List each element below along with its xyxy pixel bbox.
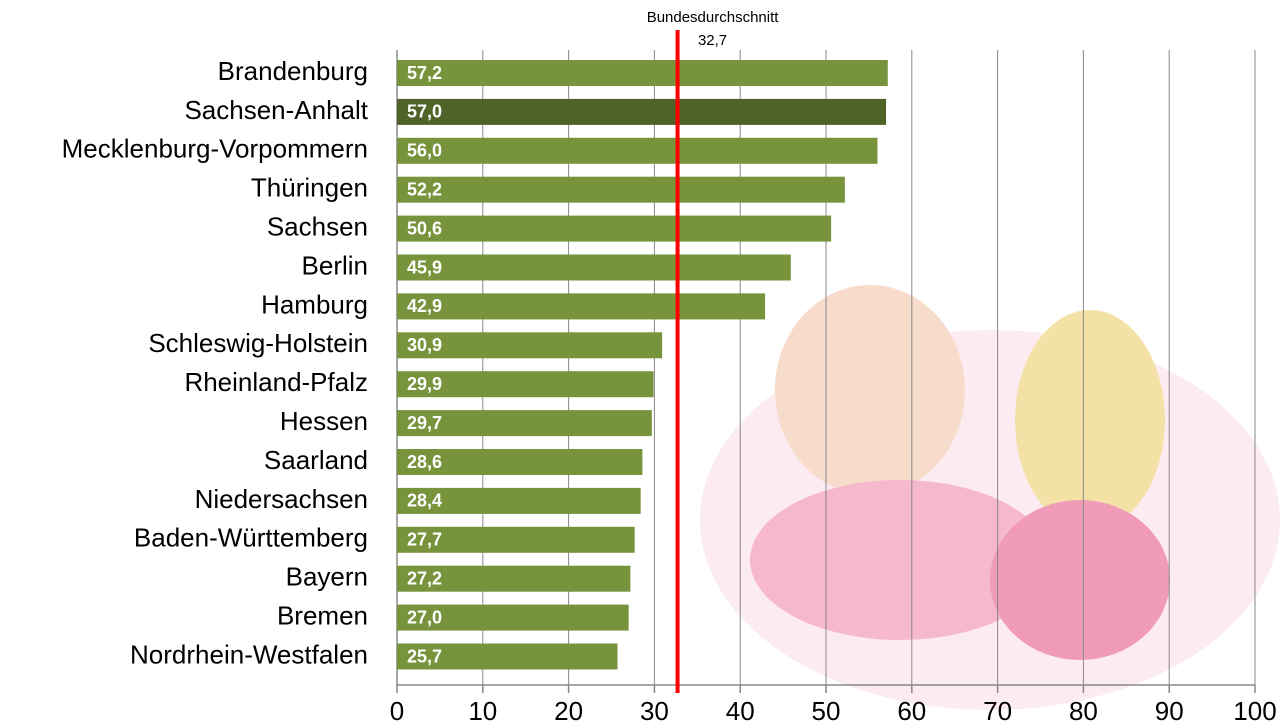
y-tick-label: Baden-Württemberg bbox=[134, 523, 368, 553]
value-label: 42,9 bbox=[407, 296, 442, 316]
reference-label: Bundesdurchschnitt bbox=[647, 9, 780, 26]
x-tick-label: 80 bbox=[1069, 696, 1098, 726]
bar bbox=[397, 177, 845, 203]
value-label: 25,7 bbox=[407, 646, 442, 666]
x-tick-label: 30 bbox=[640, 696, 669, 726]
y-tick-label: Sachsen bbox=[267, 211, 368, 241]
bar bbox=[397, 216, 831, 242]
bar bbox=[397, 60, 888, 86]
y-tick-label: Hamburg bbox=[261, 289, 368, 319]
bar bbox=[397, 138, 877, 164]
x-tick-label: 0 bbox=[390, 696, 404, 726]
y-tick-label: Hessen bbox=[280, 406, 368, 436]
x-tick-label: 50 bbox=[812, 696, 841, 726]
value-label: 29,7 bbox=[407, 413, 442, 433]
bar bbox=[397, 255, 791, 281]
x-tick-label: 70 bbox=[983, 696, 1012, 726]
y-tick-label: Berlin bbox=[302, 250, 368, 280]
value-label: 27,7 bbox=[407, 530, 442, 550]
value-label: 27,2 bbox=[407, 568, 442, 588]
photo-decoration bbox=[700, 285, 1280, 710]
y-tick-label: Bremen bbox=[277, 600, 368, 630]
reference-value-label: 32,7 bbox=[698, 32, 727, 49]
y-tick-label: Nordrhein-Westfalen bbox=[130, 639, 368, 669]
page: 0 10 20 30 40 50 60 70 80 90 100 Brandenburg 57,2 Sac… bbox=[0, 0, 1288, 727]
value-label: 29,9 bbox=[407, 374, 442, 394]
x-tick-label: 10 bbox=[468, 696, 497, 726]
y-tick-label: Brandenburg bbox=[218, 56, 368, 86]
value-label: 56,0 bbox=[407, 141, 442, 161]
chart: 0 10 20 30 40 50 60 70 80 90 100 Brandenburg 57,2 Sac… bbox=[0, 0, 1288, 727]
x-tick-label: 40 bbox=[726, 696, 755, 726]
value-label: 28,4 bbox=[407, 491, 442, 511]
y-tick-label: Bayern bbox=[286, 562, 368, 592]
value-label: 27,0 bbox=[407, 607, 442, 627]
value-label: 52,2 bbox=[407, 179, 442, 199]
x-tick-label: 60 bbox=[897, 696, 926, 726]
value-label: 57,2 bbox=[407, 63, 442, 83]
value-label: 30,9 bbox=[407, 335, 442, 355]
value-label: 28,6 bbox=[407, 452, 442, 472]
value-label: 45,9 bbox=[407, 257, 442, 277]
y-tick-label: Mecklenburg-Vorpommern bbox=[62, 134, 368, 164]
x-tick-label: 100 bbox=[1233, 696, 1276, 726]
y-tick-label: Saarland bbox=[264, 445, 368, 475]
value-label: 50,6 bbox=[407, 218, 442, 238]
bar bbox=[397, 99, 886, 125]
value-label: 57,0 bbox=[407, 102, 442, 122]
y-tick-label: Niedersachsen bbox=[195, 484, 368, 514]
y-tick-label: Sachsen-Anhalt bbox=[184, 95, 368, 125]
x-tick-label: 20 bbox=[554, 696, 583, 726]
y-tick-label: Schleswig-Holstein bbox=[148, 328, 368, 358]
bar bbox=[397, 293, 765, 319]
y-tick-label: Rheinland-Pfalz bbox=[184, 367, 368, 397]
y-tick-label: Thüringen bbox=[251, 173, 368, 203]
x-tick-label: 90 bbox=[1155, 696, 1184, 726]
